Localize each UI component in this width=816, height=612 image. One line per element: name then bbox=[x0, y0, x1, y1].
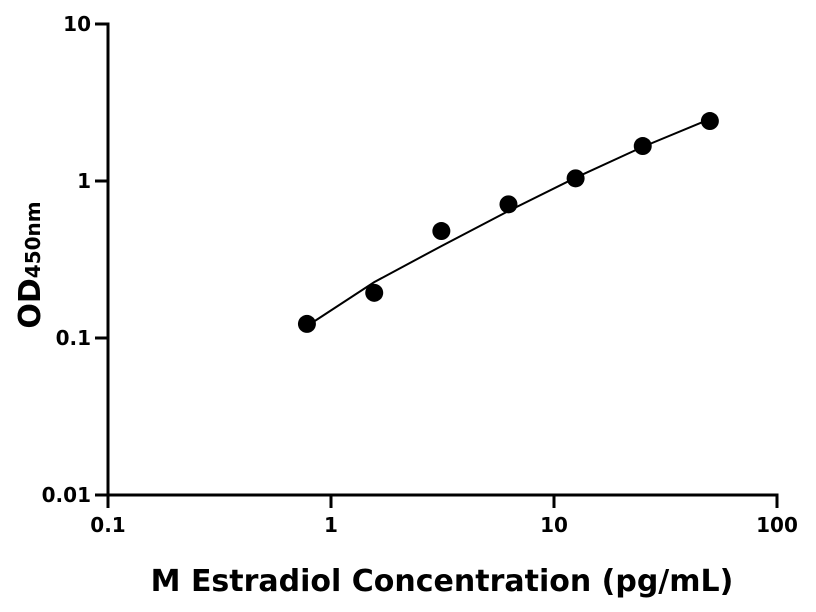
y-tick-label: 0.01 bbox=[42, 483, 91, 507]
data-point bbox=[499, 195, 518, 214]
x-tick-label: 10 bbox=[540, 513, 568, 537]
y-axis-title-sub: 450nm bbox=[21, 201, 45, 278]
data-point bbox=[432, 222, 451, 241]
data-point bbox=[633, 137, 652, 156]
y-tick-label: 10 bbox=[63, 12, 91, 36]
y-tick-label: 1 bbox=[77, 169, 91, 193]
x-tick-label: 0.1 bbox=[90, 513, 125, 537]
x-tick-label: 100 bbox=[756, 513, 798, 537]
y-axis-title-main: OD bbox=[13, 278, 48, 328]
data-point bbox=[700, 112, 719, 131]
data-point bbox=[365, 283, 384, 302]
data-point bbox=[566, 169, 585, 188]
data-point bbox=[297, 314, 316, 333]
x-axis-title: M Estradiol Concentration (pg/mL) bbox=[151, 564, 734, 599]
x-tick-label: 1 bbox=[324, 513, 338, 537]
y-tick-label: 0.1 bbox=[56, 326, 91, 350]
y-axis-title: OD450nm bbox=[13, 201, 48, 328]
